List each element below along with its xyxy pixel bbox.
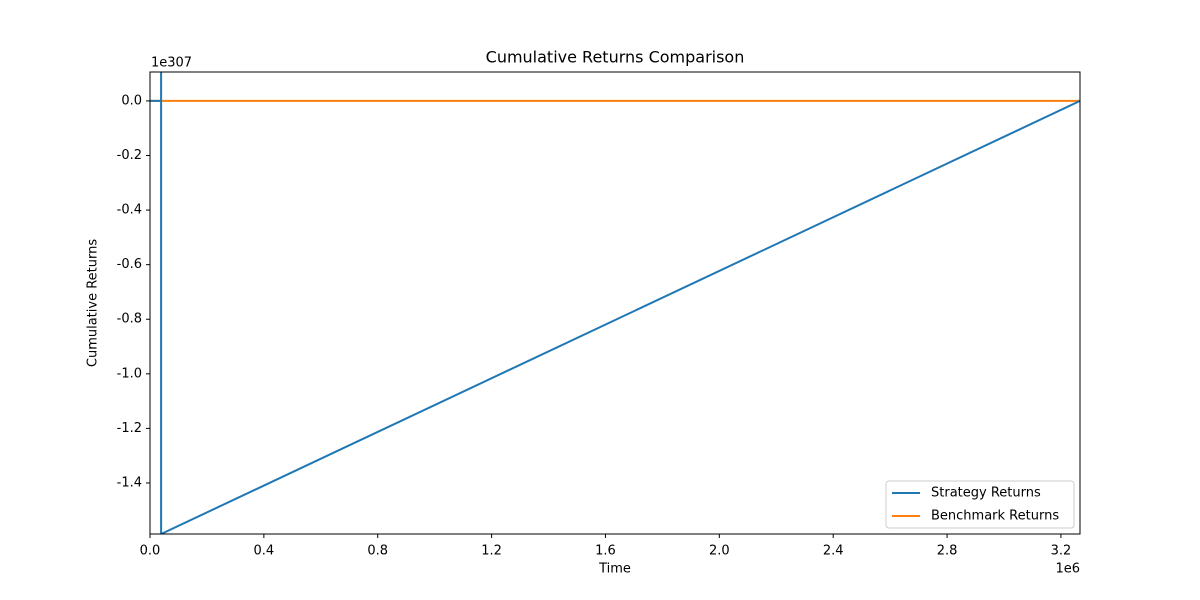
y-tick-label: -1.0 xyxy=(117,366,142,381)
plot-area xyxy=(150,72,1080,534)
x-offset-label: 1e6 xyxy=(1055,562,1080,577)
axes-frame xyxy=(149,71,1081,535)
x-tick-label: 0.8 xyxy=(367,544,388,559)
legend-box xyxy=(885,480,1075,529)
y-tick-label: -1.2 xyxy=(117,421,142,436)
y-axis-label: Cumulative Returns xyxy=(86,239,101,367)
series-line xyxy=(150,72,1080,534)
y-tick-label: -0.8 xyxy=(117,312,142,327)
x-tick-label: 2.4 xyxy=(823,544,844,559)
x-tick-label: 2.0 xyxy=(709,544,730,559)
y-tick-label: -1.4 xyxy=(117,475,142,490)
x-tick-label: 2.8 xyxy=(937,544,958,559)
y-tick-label: -0.4 xyxy=(117,203,142,218)
legend-label: Strategy Returns xyxy=(931,486,1041,501)
x-tick-label: 1.6 xyxy=(595,544,616,559)
y-offset-label: 1e307 xyxy=(151,56,192,71)
x-axis-label: Time xyxy=(598,562,631,577)
y-tick-label: 0.0 xyxy=(121,93,142,108)
x-tick-label: 3.2 xyxy=(1051,544,1072,559)
x-tick-label: 1.2 xyxy=(481,544,502,559)
x-tick-label: 0.0 xyxy=(140,544,161,559)
chart-title: Cumulative Returns Comparison xyxy=(486,48,745,67)
y-tick-label: -0.6 xyxy=(117,257,142,272)
x-tick-label: 0.4 xyxy=(254,544,275,559)
y-tick-label: -0.2 xyxy=(117,148,142,163)
legend-label: Benchmark Returns xyxy=(931,509,1059,524)
